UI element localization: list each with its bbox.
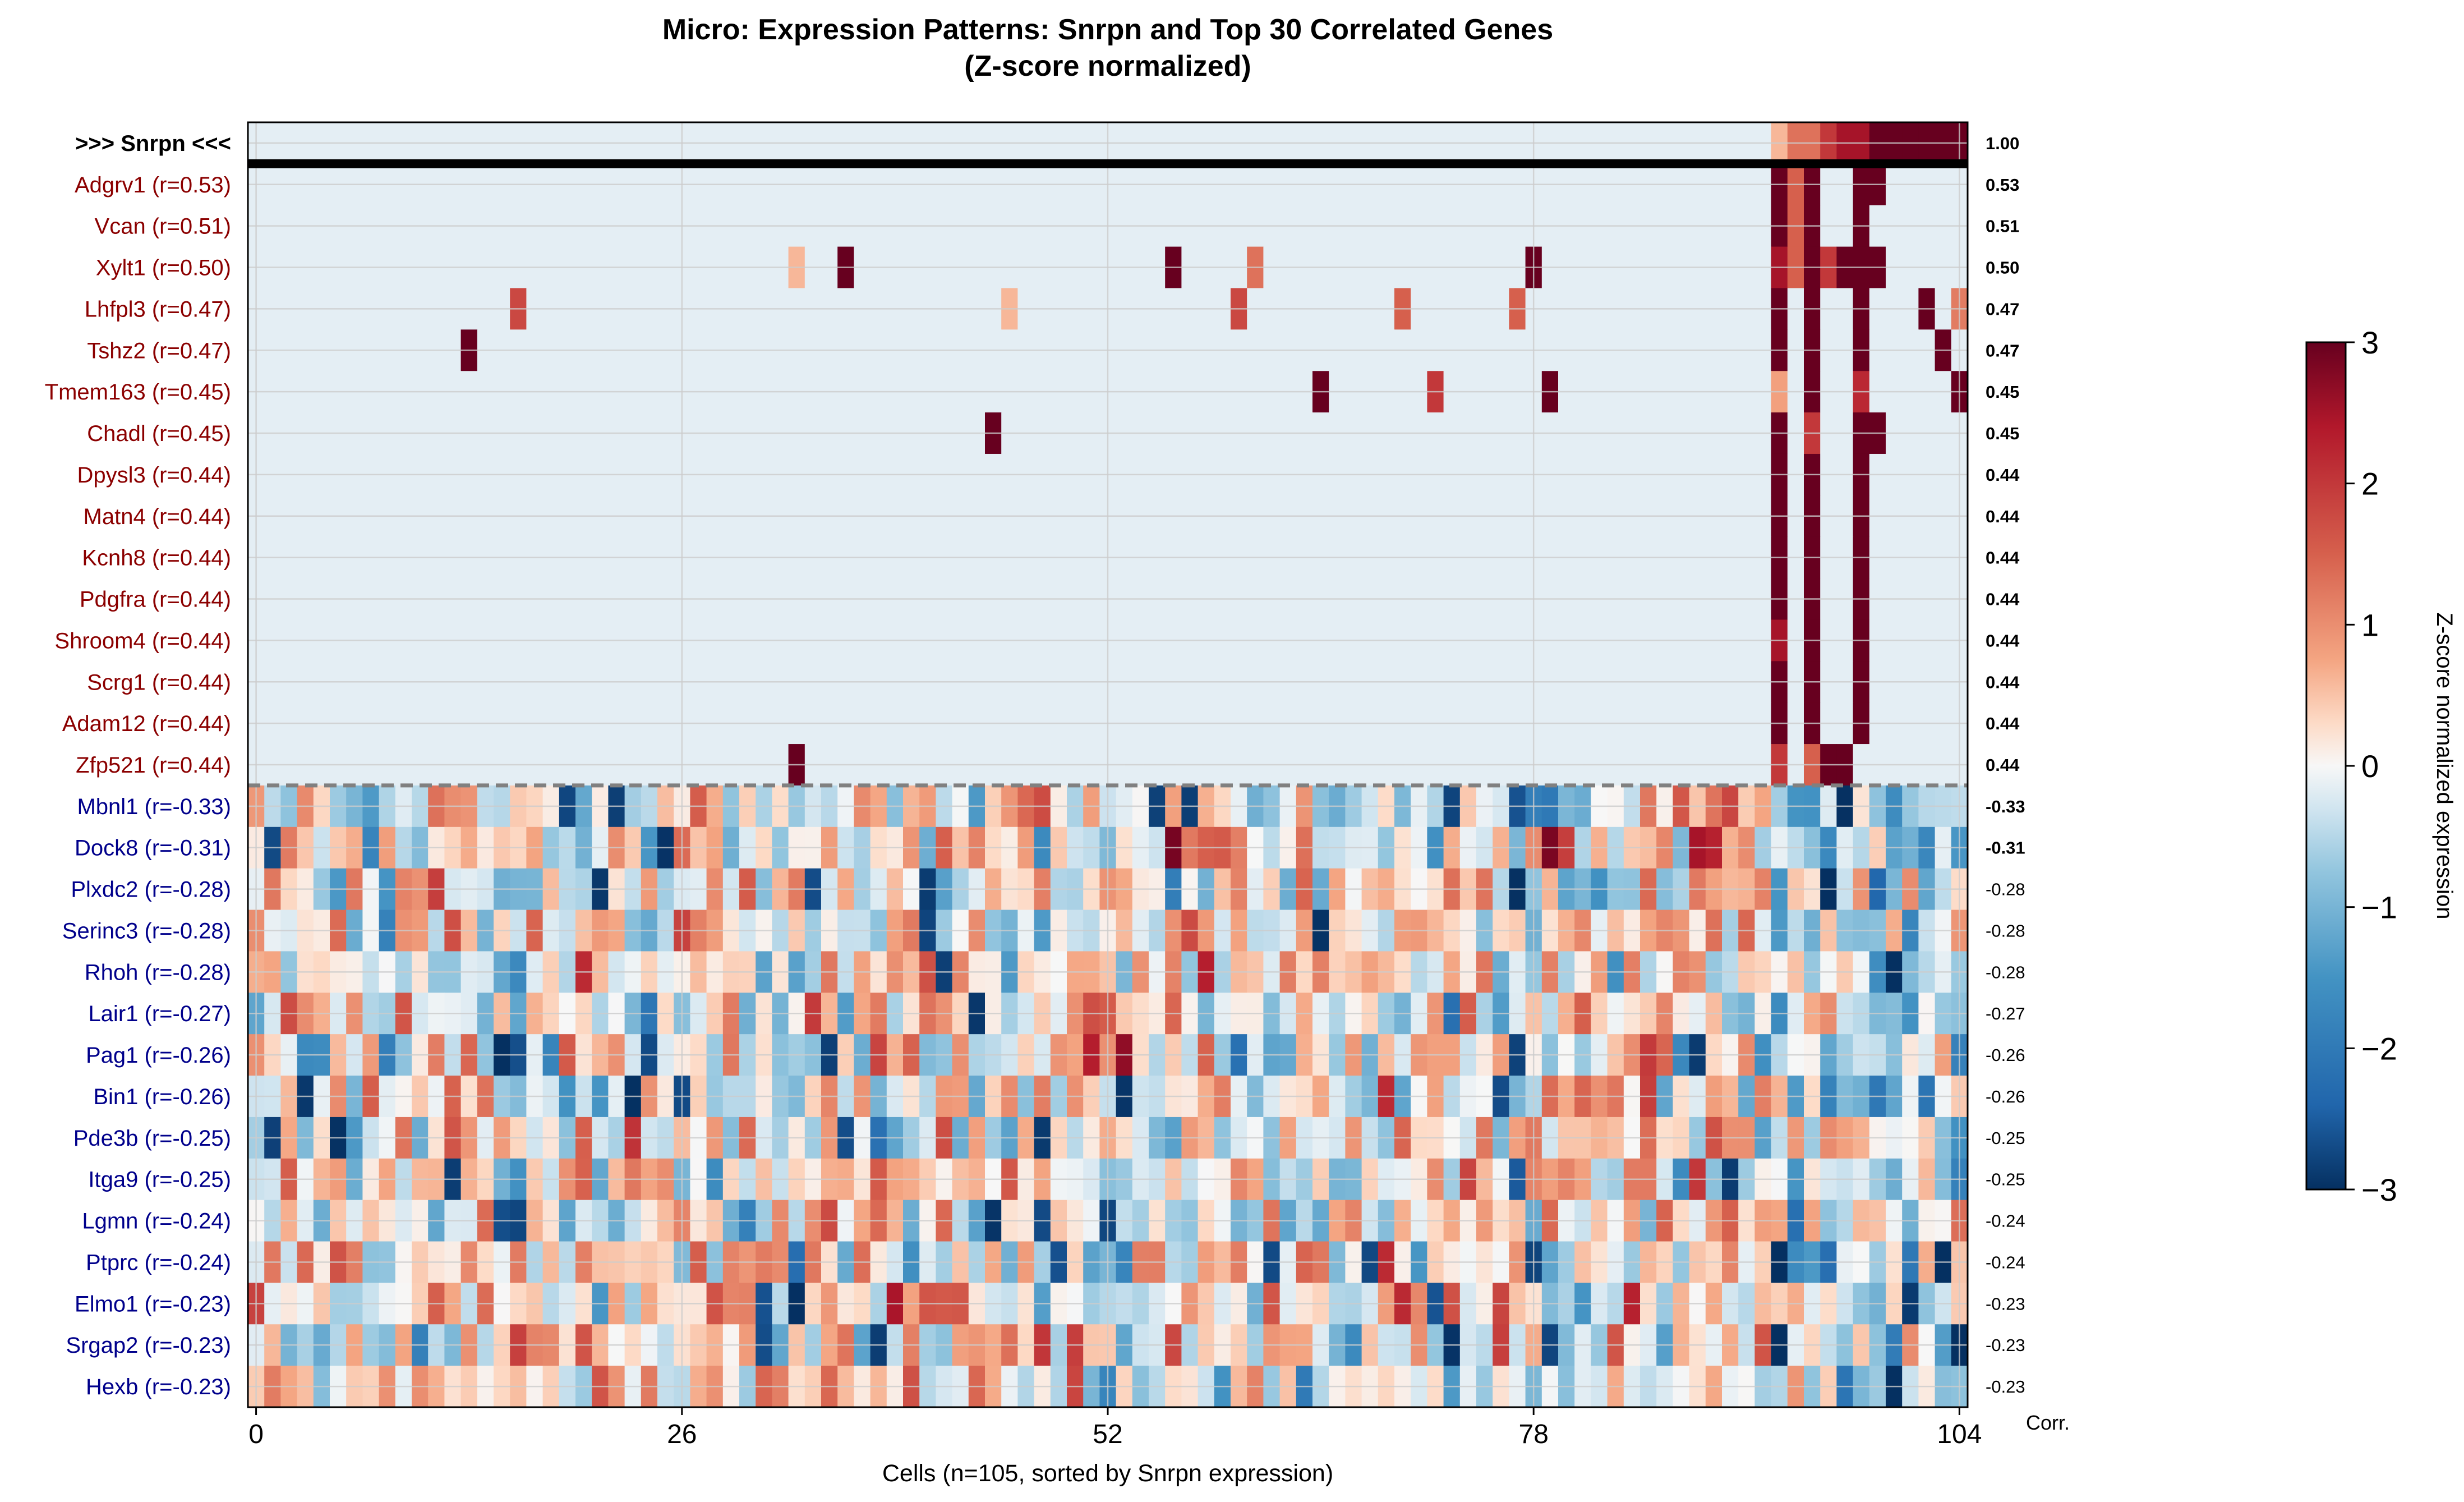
corr-value: -0.26 xyxy=(1986,1045,2025,1065)
corr-value: -0.24 xyxy=(1986,1252,2025,1272)
colorbar-ticks: 3 2 1 0 −1 −2 −3 xyxy=(2346,325,2397,1207)
colorbar-tick-label: 1 xyxy=(2361,607,2379,642)
x-axis-label: Cells (n=105, sorted by Snrpn expression… xyxy=(882,1460,1333,1487)
heatmap-grid xyxy=(247,121,1969,1408)
gene-label: >>> Snrpn <<< xyxy=(75,131,231,156)
corr-header: Corr. xyxy=(2026,1411,2070,1434)
gene-label: Zfp521 (r=0.44) xyxy=(76,753,231,778)
colorbar xyxy=(2305,341,2347,1191)
corr-value: 1.00 xyxy=(1986,134,2019,153)
corr-value: 0.45 xyxy=(1986,424,2019,443)
corr-value: 0.47 xyxy=(1986,341,2019,360)
corr-value: -0.28 xyxy=(1986,962,2025,982)
x-tick-label: 78 xyxy=(1519,1420,1549,1449)
corr-value: 0.50 xyxy=(1986,258,2019,278)
corr-value: 0.44 xyxy=(1986,672,2020,692)
gene-label: Pdgfra (r=0.44) xyxy=(80,587,231,612)
gene-label: Itga9 (r=-0.25) xyxy=(88,1168,231,1192)
corr-value: -0.26 xyxy=(1986,1087,2025,1106)
corr-value: 0.44 xyxy=(1986,548,2020,568)
corr-value: -0.31 xyxy=(1986,838,2025,858)
gene-label: Chadl (r=0.45) xyxy=(87,421,231,446)
x-tick-label: 0 xyxy=(248,1420,264,1449)
gene-label: Srgap2 (r=-0.23) xyxy=(66,1333,231,1358)
colorbar-tick-label: −2 xyxy=(2361,1031,2397,1066)
corr-value: -0.23 xyxy=(1986,1335,2025,1355)
corr-value: -0.24 xyxy=(1986,1211,2025,1231)
gene-label: Dpysl3 (r=0.44) xyxy=(77,463,231,488)
x-tick-label: 26 xyxy=(667,1420,697,1449)
gene-label: Dock8 (r=-0.31) xyxy=(75,836,231,861)
gene-label: Bin1 (r=-0.26) xyxy=(93,1085,231,1109)
corr-value: -0.25 xyxy=(1986,1128,2025,1148)
gene-label: Matn4 (r=0.44) xyxy=(84,504,231,529)
gene-label: Serinc3 (r=-0.28) xyxy=(62,918,231,943)
corr-value: 0.47 xyxy=(1986,299,2019,319)
corr-value: -0.25 xyxy=(1986,1170,2025,1189)
corr-value: 0.44 xyxy=(1986,714,2020,733)
chart-title: Micro: Expression Patterns: Snrpn and To… xyxy=(662,13,1553,46)
corr-value: -0.23 xyxy=(1986,1294,2025,1313)
gene-label: Plxdc2 (r=-0.28) xyxy=(71,878,231,902)
corr-value: -0.33 xyxy=(1986,797,2025,816)
gene-label: Tshz2 (r=0.47) xyxy=(87,338,231,363)
colorbar-tick-label: −1 xyxy=(2361,890,2397,925)
gene-label: Adam12 (r=0.44) xyxy=(62,711,231,736)
corr-value: -0.23 xyxy=(1986,1377,2025,1397)
colorbar-tick-label: 2 xyxy=(2361,466,2379,502)
corr-value: 0.44 xyxy=(1986,465,2020,485)
colorbar-tick-label: 0 xyxy=(2361,748,2379,784)
gene-label: Lair1 (r=-0.27) xyxy=(88,1002,231,1026)
gene-label: Xylt1 (r=0.50) xyxy=(96,256,231,281)
gene-label: Adgrv1 (r=0.53) xyxy=(75,173,231,197)
colorbar-tick-label: 3 xyxy=(2361,325,2379,360)
gene-label: Rhoh (r=-0.28) xyxy=(85,960,231,985)
corr-value: 0.44 xyxy=(1986,631,2020,650)
gene-label: Pde3b (r=-0.25) xyxy=(73,1126,231,1151)
corr-value: 0.53 xyxy=(1986,175,2019,195)
corr-value: 0.44 xyxy=(1986,590,2020,609)
gene-label: Lgmn (r=-0.24) xyxy=(82,1209,231,1234)
x-tick-label: 52 xyxy=(1093,1420,1122,1449)
gene-label: Kcnh8 (r=0.44) xyxy=(82,546,231,571)
correlation-values: 1.00 0.53 0.51 0.50 0.47 0.47 0.45 0.45 0.44 0.44… xyxy=(1986,134,2025,1397)
gene-label: Hexb (r=-0.23) xyxy=(86,1375,231,1399)
corr-value: -0.27 xyxy=(1986,1004,2025,1023)
corr-value: -0.28 xyxy=(1986,921,2025,940)
gene-label: Mbnl1 (r=-0.33) xyxy=(77,794,231,819)
chart-subtitle: (Z-score normalized) xyxy=(964,50,1251,82)
gene-label: Scrg1 (r=0.44) xyxy=(87,670,231,695)
corr-value: 0.51 xyxy=(1986,217,2019,236)
colorbar-label: Z-score normalized expression xyxy=(2432,613,2457,920)
gene-label: Elmo1 (r=-0.23) xyxy=(75,1292,231,1316)
corr-value: 0.44 xyxy=(1986,507,2020,526)
gene-label: Lhfpl3 (r=0.47) xyxy=(85,297,231,321)
x-tick-label: 104 xyxy=(1937,1420,1982,1449)
gene-label: Vcan (r=0.51) xyxy=(95,214,231,239)
corr-value: -0.28 xyxy=(1986,880,2025,899)
corr-value: 0.44 xyxy=(1986,755,2020,775)
colorbar-tick-label: −3 xyxy=(2361,1172,2397,1207)
x-axis-ticks: 0 26 52 78 104 xyxy=(248,1407,1982,1449)
gene-label: Pag1 (r=-0.26) xyxy=(86,1043,231,1068)
gene-label: Tmem163 (r=0.45) xyxy=(45,380,231,405)
gene-label: Ptprc (r=-0.24) xyxy=(86,1250,231,1275)
gene-label: Shroom4 (r=0.44) xyxy=(54,628,231,653)
row-labels: >>> Snrpn <<< Adgrv1 (r=0.53) Vcan (r=0.51… xyxy=(45,131,231,1399)
corr-value: 0.45 xyxy=(1986,382,2019,402)
